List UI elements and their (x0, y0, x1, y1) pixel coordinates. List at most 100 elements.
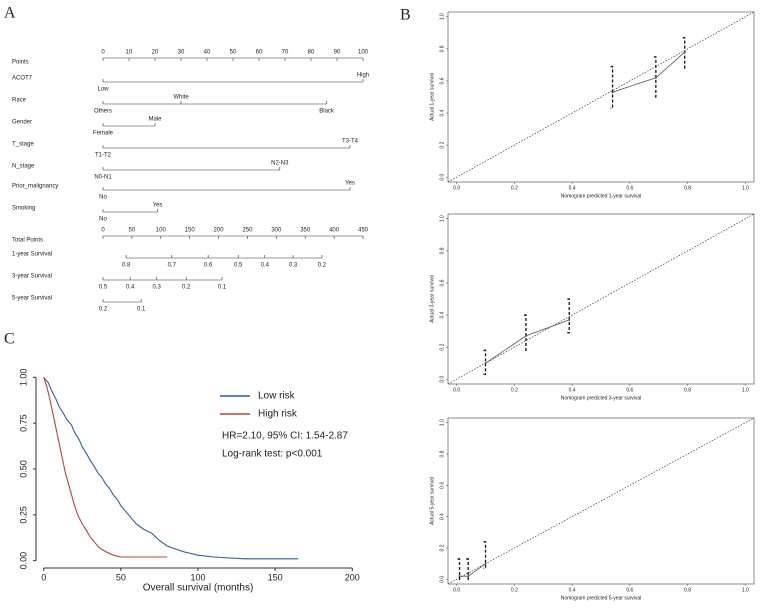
tick-label: Others (94, 109, 112, 115)
tick-label: Male (148, 117, 162, 123)
x-tick-label: 0.6 (626, 387, 633, 393)
plot-frame (447, 213, 755, 385)
y-tick-label: 0.8 (439, 45, 445, 52)
error-bar (610, 65, 614, 109)
x-tick-label: 0.8 (684, 185, 691, 191)
error-bar (466, 558, 469, 580)
x-tick-label: 150 (268, 572, 283, 582)
calibration-line (459, 563, 486, 577)
tick-label: 300 (271, 228, 282, 234)
point (467, 575, 470, 578)
x-tick-label: 0.6 (626, 185, 633, 191)
y-tick-label: 1.0 (439, 419, 445, 426)
row-name: Race (12, 98, 27, 104)
row-name: T_stage (12, 142, 34, 148)
tick-label: 200 (214, 228, 225, 234)
tick-label: 10 (126, 50, 133, 56)
tick-label: 50 (230, 50, 237, 56)
tick-label: Black (319, 109, 335, 115)
legend-label: High risk (258, 409, 298, 420)
x-tick-label: 0.2 (511, 587, 518, 593)
x-tick-label: 0.2 (511, 387, 518, 393)
x-tick-label: 50 (116, 572, 126, 582)
tick-label: 100 (358, 50, 369, 56)
y-tick-label: 0.2 (439, 343, 445, 350)
tick-label: 0.1 (218, 285, 227, 291)
x-axis-label: Nomogram predicted 1-year survival (561, 193, 642, 199)
y-tick-label: 0.6 (439, 482, 445, 489)
y-tick-label: 0.0 (439, 576, 445, 583)
point (484, 362, 487, 365)
y-tick-label: 0.8 (439, 450, 445, 457)
tick-label: 150 (185, 228, 196, 234)
y-tick-label: 0.2 (439, 544, 445, 551)
ideal-line (447, 11, 755, 183)
tick-label: 60 (256, 50, 263, 56)
calibration-line (612, 51, 685, 93)
row-name: 5-year Survival (12, 296, 52, 302)
tick-label: No (99, 217, 107, 223)
x-tick-label: 1.0 (742, 185, 749, 191)
tick-label: 0.2 (182, 285, 191, 291)
survival-curve (43, 377, 168, 558)
x-tick-label: 0.0 (453, 387, 460, 393)
x-tick-label: 0.6 (626, 587, 633, 593)
x-tick-label: 0.8 (684, 587, 691, 593)
x-tick-label: 0.0 (453, 185, 460, 191)
row-name: 3-year Survival (12, 274, 52, 280)
tick-label: Female (93, 131, 114, 137)
point (611, 91, 614, 94)
y-tick-label: 0.4 (439, 311, 445, 318)
y-axis-label: Actual 3-year survival (429, 275, 435, 323)
y-tick-label: 0.4 (439, 109, 445, 116)
y-tick-label: 0.6 (439, 77, 445, 84)
row-name: Gender (12, 120, 32, 126)
tick-label: 0.7 (168, 263, 177, 269)
x-tick-label: 0.4 (569, 587, 576, 593)
y-tick-label: 0.75 (18, 414, 28, 432)
tick-label: 0.6 (204, 263, 213, 269)
x-axis-label: Overall survival (months) (143, 583, 254, 594)
tick-label: 450 (358, 228, 369, 234)
x-tick-label: 0.0 (453, 587, 460, 593)
row-name: 1-year Survival (12, 252, 52, 258)
tick-label: Yes (153, 203, 163, 209)
tick-label: 0.8 (122, 263, 131, 269)
tick-label: High (357, 73, 369, 79)
tick-label: 0.5 (99, 285, 108, 291)
tick-label: 30 (178, 50, 185, 56)
y-tick-label: 0.8 (439, 247, 445, 254)
error-bar (483, 541, 487, 569)
x-tick-label: 1.0 (742, 587, 749, 593)
panel-label: C (4, 331, 15, 348)
tick-label: 0.4 (261, 263, 270, 269)
x-tick-label: 0.4 (569, 387, 576, 393)
plot-frame (447, 417, 755, 585)
tick-label: Low (97, 87, 109, 93)
y-tick-label: 0.25 (18, 506, 28, 524)
row-name: N_stage (12, 164, 35, 170)
error-bar (567, 298, 570, 334)
panel-label: A (4, 5, 16, 22)
y-tick-label: 0.0 (439, 173, 445, 180)
axis-name: Total Points (12, 238, 43, 244)
y-tick-label: 0.4 (439, 513, 445, 520)
y-tick-label: 0.2 (439, 141, 445, 148)
tick-label: No (99, 195, 107, 201)
tick-label: 70 (282, 50, 289, 56)
annotation: Log-rank test: p<0.001 (222, 449, 323, 460)
tick-label: 400 (329, 228, 340, 234)
tick-label: 0 (101, 50, 105, 56)
legend-label: Low risk (258, 391, 296, 402)
error-bar (457, 558, 461, 580)
x-tick-label: 1.0 (742, 387, 749, 393)
row-name: Smoking (12, 206, 35, 212)
tick-label: 0.2 (99, 307, 108, 313)
y-tick-label: 0.50 (18, 460, 28, 478)
point (458, 575, 461, 578)
point (524, 334, 527, 337)
calibration-line (485, 319, 570, 364)
survival-curve (43, 376, 299, 560)
